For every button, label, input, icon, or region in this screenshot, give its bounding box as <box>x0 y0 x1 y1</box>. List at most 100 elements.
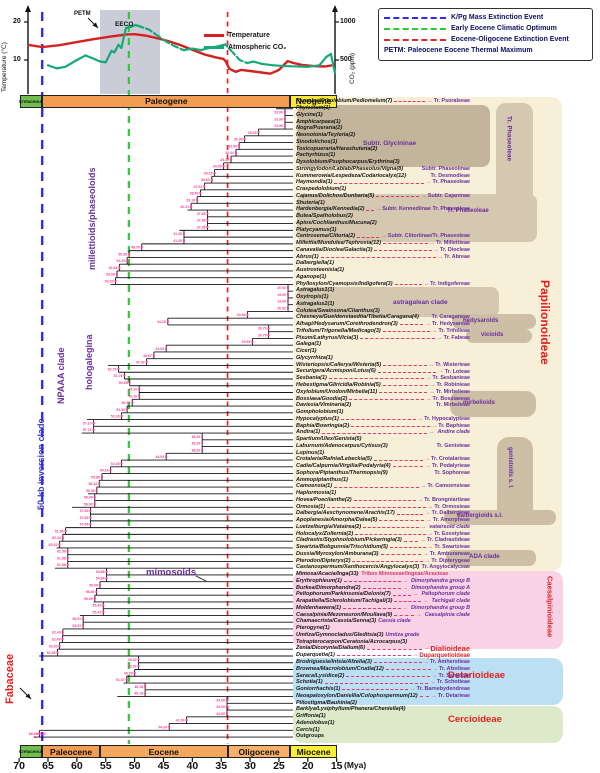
tip-label: Burkea/Dimorphandra(2) <box>296 584 361 591</box>
tip-row: Lupinus(1) <box>296 450 470 457</box>
axis-tick-label-50: 50 <box>128 760 141 772</box>
tip-annotation: Subtr. Kennediinae Tr. Phaseoleae <box>382 206 470 213</box>
node-marker <box>168 725 171 728</box>
tip-row: Cladrastis/Styphnolobium/Pickeringia(3) →… <box>296 538 470 545</box>
node-age: 32.44 <box>225 151 234 155</box>
node-age: 48.18 <box>134 685 143 689</box>
co2-curve-seg <box>238 58 249 65</box>
node-marker <box>138 388 141 391</box>
node-age: 46.67 <box>143 354 152 358</box>
dashed-arrow-line <box>334 486 419 488</box>
tip-row: Hypocalyptus(1) → Tr. Hypocalypteae <box>296 416 470 423</box>
dashed-arrow-line <box>394 283 422 285</box>
co2-curve-seg <box>64 58 78 68</box>
node-marker <box>144 685 147 688</box>
tip-label: Cicer(1) <box>296 348 317 355</box>
tip-annotation: Tr. Wisterieae <box>435 361 470 368</box>
tip-annotation: Tr. Amherstieae <box>430 659 470 666</box>
group-label-detarioideae: Detarioideae <box>448 670 506 681</box>
group-label-tr-phaseoleae: Tr. Phaseoleae <box>505 116 513 162</box>
group-label-caesalpinioideae: Caesalpinioideae <box>545 576 555 638</box>
node-age: 37.38 <box>197 225 206 229</box>
tip-label: Apios/Cochlianthus/Mucuna(2) <box>296 219 377 226</box>
node-age: 34.00 <box>216 698 225 702</box>
group-label-vicioids: vicioids <box>481 332 504 338</box>
dashed-arrow-head: → <box>423 550 429 557</box>
tip-row: Holocalyx/Zollernia(2) → Tr. Exostyleae <box>296 531 470 538</box>
tip-label: Astragalus1(1) <box>296 287 335 294</box>
dashed-arrow-head: → <box>426 375 432 382</box>
tip-label: Neoapaloxylon/Daniellia/Colophospermum(1… <box>296 692 418 699</box>
tip-row: Cajanus/Dolichos/Dunbaria(5) → Subtr. Caja… <box>296 193 470 200</box>
co2-curve-seg <box>251 60 263 65</box>
tip-annotation: Andira clade <box>437 429 470 436</box>
tip-row: Outgroups <box>296 734 470 741</box>
dashed-arrow-line <box>366 209 374 211</box>
node-marker <box>225 712 228 715</box>
node-age: 29.59 <box>242 340 251 344</box>
tip-label: Peltophorum/Parkinsonia/Delonix(7) <box>296 591 391 598</box>
tip-row: Erythrophleum(1) → Dimorphandra group B <box>296 578 470 585</box>
node-marker <box>131 401 134 404</box>
tip-annotation: Tr. Hypocalypteae <box>424 415 470 422</box>
node-age: 36.63 <box>201 178 210 182</box>
tip-label: Butea/Spatholobus(2) <box>296 213 353 220</box>
node-age: 48.76 <box>131 246 140 250</box>
node-marker <box>199 192 202 195</box>
tip-label: Amphicarpaea(1) <box>296 118 341 125</box>
dashed-arrow-line <box>362 587 401 589</box>
tip-annotation: Caesalpinia clade <box>424 611 470 618</box>
tip-row: Astragalus2(1) <box>296 301 470 308</box>
co2-curve-seg <box>325 52 333 59</box>
node-marker <box>201 448 204 451</box>
tip-annotation: Tr. Dipterygeae <box>431 557 470 564</box>
node-marker <box>92 421 95 424</box>
tip-row: Glycyrrhiza(1) <box>296 355 470 362</box>
event-legend-item: Early Eocene Climatic Optimum <box>384 23 587 34</box>
tip-label: Luetzelburgia/Vatairea(2) <box>296 523 362 530</box>
group-box-dalbergioids-s-l- <box>444 510 556 525</box>
group-label-cercioideae: Cercioideae <box>448 714 502 725</box>
node-age: 62.43 <box>52 631 61 635</box>
node-marker <box>283 117 286 120</box>
tip-row: Arapatiella/Sclerolobium/Tachigali(3) → Ta… <box>296 598 470 606</box>
co2-curve-seg <box>306 64 321 68</box>
tip-label: Craspedolobium(1) <box>296 186 347 193</box>
tip-label: Dalbergia/Aeschynomene/Arachis(17) <box>296 510 395 517</box>
node-age: 56.60 <box>86 590 95 594</box>
co2-tick-1000: 1000 <box>340 18 356 25</box>
dashed-arrow-head: → <box>437 253 444 260</box>
node-age: 44.25 <box>157 320 166 324</box>
clade-label-50-kb-inversion-clade: 50-kb inversion clade <box>36 418 46 510</box>
dashed-arrow-head: → <box>423 280 430 287</box>
dashed-arrow-head: → <box>432 665 439 672</box>
node-marker <box>109 469 112 472</box>
node-age: 58.91 <box>72 624 81 628</box>
dashed-arrow-line <box>376 196 420 198</box>
mimosoids-pointer <box>195 575 207 582</box>
node-age: 55.42 <box>93 604 102 608</box>
dashed-arrow-line <box>342 608 401 610</box>
co2-curve-seg <box>318 55 328 67</box>
tip-label: Baphia/Bowringia(2) <box>296 422 350 429</box>
tip-row: Toxicopueraria/Harashuteria(2) <box>296 146 470 153</box>
tip-label: Erythrophleum(1) <box>296 577 342 584</box>
epoch-cretaceous: Cretaceous <box>19 94 43 108</box>
co2-curve-seg <box>272 64 286 68</box>
tip-annotation: Tr. Hedysareae <box>431 321 470 328</box>
dashed-arrow-head: → <box>412 652 419 659</box>
tip-label: Dysolobium/Psophocarpus/Erythrina(3) <box>296 159 400 166</box>
dashed-arrow-head: → <box>427 503 434 510</box>
node-marker <box>56 651 59 654</box>
node-age: 52.79 <box>108 367 117 371</box>
co2-curve-seg <box>120 26 128 49</box>
node-marker <box>128 253 131 256</box>
tip-row: Abrus(1) → Tr. Abreae <box>296 254 470 261</box>
dashed-arrow-line <box>377 371 437 373</box>
dashed-arrow-line <box>353 500 416 502</box>
node-age: 50.85 <box>119 381 128 385</box>
node-age: 52.26 <box>111 462 120 466</box>
node-age: 56.00 <box>89 583 98 587</box>
epoch-neogene: Neogene <box>290 94 337 108</box>
node-marker <box>165 455 168 458</box>
